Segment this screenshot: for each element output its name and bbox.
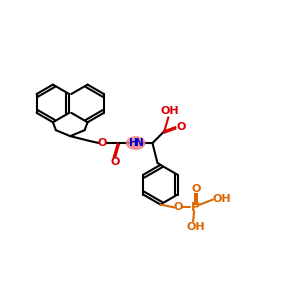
Ellipse shape (126, 136, 146, 150)
Text: O: O (176, 122, 186, 132)
Text: O: O (97, 138, 106, 148)
Text: P: P (190, 201, 200, 214)
Text: O: O (191, 184, 201, 194)
Text: OH: OH (187, 222, 206, 232)
Text: O: O (173, 202, 183, 212)
Text: OH: OH (212, 194, 231, 203)
Text: OH: OH (160, 106, 178, 116)
Text: N: N (135, 138, 143, 148)
Text: H: H (129, 138, 138, 148)
Text: O: O (110, 157, 119, 167)
